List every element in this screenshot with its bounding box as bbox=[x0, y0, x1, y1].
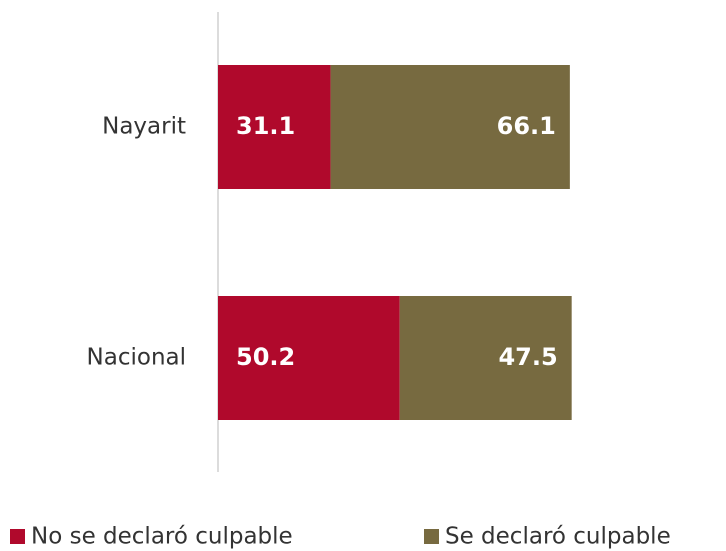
data-label: 50.2 bbox=[236, 343, 295, 371]
y-tick-label: Nayarit bbox=[102, 114, 186, 140]
bar-segment bbox=[218, 296, 400, 420]
legend-swatch bbox=[10, 529, 25, 544]
bar-segment bbox=[399, 296, 572, 420]
legend-label: No se declaró culpable bbox=[31, 524, 293, 550]
legend-label: Se declaró culpable bbox=[445, 524, 671, 550]
data-label: 66.1 bbox=[497, 112, 556, 140]
legend-swatch bbox=[424, 529, 439, 544]
bar-segment bbox=[218, 65, 331, 189]
y-tick-label: Nacional bbox=[87, 345, 186, 371]
bar-segment bbox=[330, 65, 570, 189]
data-label: 47.5 bbox=[498, 343, 557, 371]
data-label: 31.1 bbox=[236, 112, 295, 140]
